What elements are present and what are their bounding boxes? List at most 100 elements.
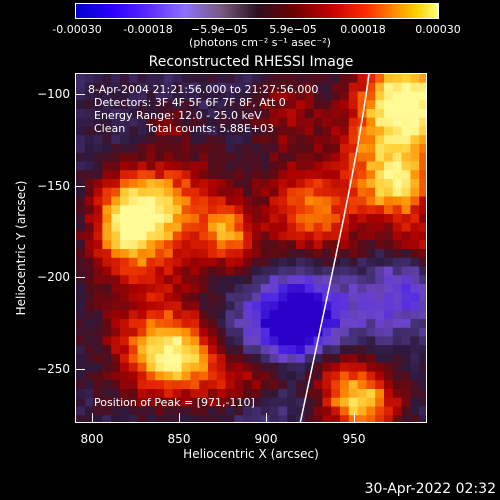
heatmap-cell: [111, 292, 121, 303]
heatmap-cell: [111, 109, 121, 119]
heatmap-cell: [190, 310, 200, 320]
heatmap-cell: [164, 205, 174, 215]
heatmap-cell: [234, 310, 244, 320]
x-tick: [266, 413, 267, 423]
heatmap-cell: [296, 371, 306, 381]
heatmap-cell: [331, 144, 341, 154]
heatmap-cell: [172, 117, 183, 128]
heatmap-cell: [252, 82, 262, 93]
heatmap-cell: [128, 240, 139, 250]
heatmap-cell: [199, 240, 209, 250]
x-tick-label: 800: [80, 432, 104, 446]
heatmap-cell: [76, 284, 86, 294]
heatmap-cell: [348, 179, 359, 189]
heatmap-cell: [252, 371, 262, 381]
heatmap-cell: [375, 266, 385, 276]
heatmap-cell: [401, 187, 411, 198]
heatmap-cell: [208, 231, 218, 241]
heatmap-cell: [331, 100, 341, 110]
x-tick: [354, 413, 355, 423]
heatmap-cell: [225, 275, 235, 285]
heatmap-cell: [84, 257, 95, 268]
heatmap-cell: [155, 205, 165, 215]
heatmap-cell: [128, 126, 139, 136]
heatmap-cell: [234, 91, 244, 101]
heatmap-cell: [234, 74, 244, 84]
heatmap-cell: [392, 231, 403, 241]
heatmap-cell: [102, 362, 112, 373]
heatmap-cell: [375, 91, 385, 101]
heatmap-cell: [199, 301, 209, 311]
heatmap-cell: [102, 170, 112, 180]
annotation-total-counts: Clean Total counts: 5.88E+03: [94, 122, 275, 135]
heatmap-cell: [252, 275, 262, 285]
heatmap-cell: [366, 345, 376, 355]
heatmap-cell: [278, 354, 288, 364]
heatmap-cell: [111, 266, 121, 276]
heatmap-cell: [331, 117, 341, 128]
heatmap-cell: [340, 214, 350, 224]
heatmap-cell: [128, 231, 139, 241]
y-tick-label: −100: [37, 87, 70, 101]
heatmap-cell: [340, 231, 350, 241]
heatmap-cell: [208, 82, 218, 93]
heatmap-cell: [76, 117, 86, 128]
heatmap-cell: [128, 179, 139, 189]
heatmap-cell: [234, 380, 244, 390]
heatmap-cell: [287, 380, 297, 390]
heatmap-cell: [304, 301, 315, 311]
heatmap-cell: [155, 152, 165, 163]
heatmap-cell: [357, 152, 367, 163]
heatmap-cell: [384, 249, 394, 259]
heatmap-cell: [190, 196, 200, 206]
heatmap-cell: [419, 345, 426, 355]
heatmap-cell: [304, 345, 315, 355]
heatmap-cell: [111, 397, 121, 408]
heatmap-cell: [366, 170, 376, 180]
heatmap-cell: [120, 179, 130, 189]
heatmap-cell: [208, 275, 218, 285]
heatmap-cell: [243, 240, 253, 250]
heatmap-cell: [102, 397, 112, 408]
heatmap-cell: [287, 292, 297, 303]
heatmap-cell: [243, 406, 253, 416]
heatmap-cell: [128, 205, 139, 215]
heatmap-cell: [93, 406, 103, 416]
heatmap-cell: [146, 196, 156, 206]
heatmap-cell: [392, 249, 403, 259]
heatmap-cell: [392, 397, 403, 408]
heatmap-cell: [331, 336, 341, 346]
heatmap-cell: [137, 371, 147, 381]
heatmap-cell: [357, 161, 367, 171]
heatmap-cell: [102, 135, 112, 145]
heatmap-cell: [260, 135, 271, 145]
heatmap-cell: [243, 161, 253, 171]
heatmap-cell: [269, 161, 279, 171]
heatmap-cell: [190, 354, 200, 364]
heatmap-cell: [296, 82, 306, 93]
heatmap-cell: [155, 319, 165, 329]
heatmap-cell: [146, 292, 156, 303]
heatmap-cell: [278, 74, 288, 84]
heatmap-cell: [392, 135, 403, 145]
heatmap-cell: [348, 74, 359, 84]
heatmap-cell: [155, 135, 165, 145]
heatmap-cell: [357, 371, 367, 381]
heatmap-cell: [340, 362, 350, 373]
heatmap-cell: [216, 354, 227, 364]
heatmap-cell: [392, 336, 403, 346]
heatmap-cell: [93, 319, 103, 329]
heatmap-cell: [384, 310, 394, 320]
heatmap-cell: [252, 100, 262, 110]
heatmap-cell: [313, 406, 323, 416]
heatmap-cell: [313, 109, 323, 119]
heatmap-cell: [296, 240, 306, 250]
heatmap-cell: [146, 257, 156, 268]
heatmap-cell: [252, 319, 262, 329]
heatmap-cell: [216, 406, 227, 416]
heatmap-cell: [278, 91, 288, 101]
heatmap-cell: [93, 74, 103, 84]
heatmap-cell: [199, 222, 209, 233]
heatmap-cell: [260, 301, 271, 311]
heatmap-cell: [172, 91, 183, 101]
